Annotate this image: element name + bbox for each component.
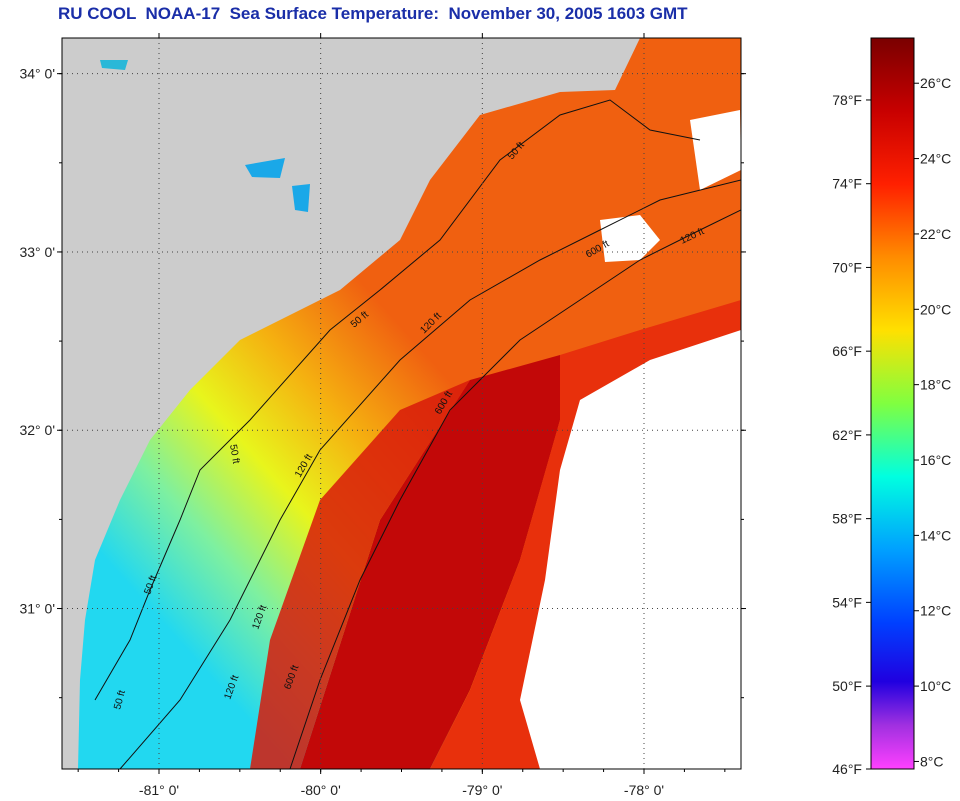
colorbar-label-fahrenheit: 62°F <box>832 427 862 443</box>
cloud-patch <box>600 215 660 262</box>
lake <box>100 60 128 70</box>
lake <box>292 184 310 212</box>
lake <box>245 158 285 178</box>
colorbar-label-fahrenheit: 78°F <box>832 92 862 108</box>
cloud-cover <box>520 330 741 769</box>
colorbar-label-fahrenheit: 58°F <box>832 511 862 527</box>
isobath-label: 50 ft <box>112 689 128 711</box>
colorbar-label-celsius: 16°C <box>920 452 951 468</box>
lon-label: -80° 0' <box>301 782 341 798</box>
lat-label: 33° 0' <box>19 244 55 260</box>
colorbar-label-fahrenheit: 50°F <box>832 678 862 694</box>
colorbar-label-fahrenheit: 46°F <box>832 761 862 777</box>
colorbar-label-fahrenheit: 54°F <box>832 594 862 610</box>
lon-label: -81° 0' <box>139 782 179 798</box>
colorbar-label-celsius: 8°C <box>920 753 944 769</box>
colorbar-label-celsius: 14°C <box>920 527 951 543</box>
lat-label: 32° 0' <box>19 422 55 438</box>
colorbar-label-fahrenheit: 70°F <box>832 259 862 275</box>
isobath-120ft <box>119 179 741 769</box>
lon-label: -79° 0' <box>462 782 502 798</box>
colorbar-label-fahrenheit: 74°F <box>832 176 862 192</box>
isobath-label: 50 ft <box>227 444 241 465</box>
lat-label: 34° 0' <box>19 66 55 82</box>
colorbar-label-celsius: 12°C <box>920 603 951 619</box>
gulf-stream-edge <box>250 380 470 769</box>
land-mass <box>62 38 640 769</box>
colorbar-label-celsius: 24°C <box>920 151 951 167</box>
colorbar-label-celsius: 22°C <box>920 226 951 242</box>
colorbar-label-celsius: 18°C <box>920 377 951 393</box>
lon-label: -78° 0' <box>624 782 664 798</box>
colorbar-label-celsius: 20°C <box>920 301 951 317</box>
colorbar-label-celsius: 10°C <box>920 678 951 694</box>
colorbar <box>870 37 915 770</box>
map-title: RU COOL NOAA-17 Sea Surface Temperature:… <box>58 4 688 23</box>
colorbar-label-fahrenheit: 66°F <box>832 343 862 359</box>
lat-label: 31° 0' <box>19 601 55 617</box>
isobath-50ft <box>94 99 701 701</box>
isobath-600ft <box>289 209 741 769</box>
cloud-patch <box>690 110 741 190</box>
colorbar-label-celsius: 26°C <box>920 75 951 91</box>
gulf-stream-core <box>300 355 560 769</box>
